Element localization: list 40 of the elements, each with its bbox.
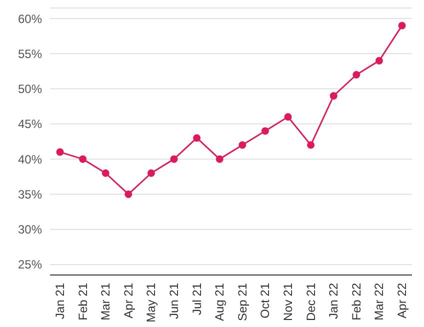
point	[193, 134, 201, 142]
point	[102, 169, 110, 177]
x-tick-label: Aug 21	[212, 282, 227, 322]
point	[216, 155, 224, 163]
point	[124, 190, 132, 198]
y-tick-label: 50%	[18, 82, 42, 96]
y-tick-label: 60%	[18, 12, 42, 26]
y-tick-label: 25%	[18, 258, 42, 272]
x-tick-label: Mar 21	[98, 282, 113, 320]
point	[79, 155, 87, 163]
point	[261, 127, 269, 135]
y-tick-label: 55%	[18, 46, 42, 61]
x-tick-label: Feb 22	[349, 282, 364, 320]
x-tick-label: Jun 21	[167, 282, 181, 320]
x-tick-label: Oct 21	[258, 282, 272, 318]
y-tick-label: 30%	[18, 222, 42, 237]
y-tick-label: 35%	[18, 187, 42, 202]
x-tick-label: May 21	[144, 282, 158, 322]
point	[147, 169, 155, 177]
point	[307, 141, 315, 149]
x-tick-label: Jul 21	[190, 282, 204, 316]
x-tick-label: Dec 21	[304, 282, 318, 322]
y-tick-label: 40%	[18, 152, 42, 166]
x-tick-label: Apr 21	[121, 282, 136, 318]
point	[284, 113, 292, 121]
point	[56, 148, 64, 156]
x-tick-label: Jan 21	[53, 282, 67, 320]
y-tick-label: 45%	[18, 117, 42, 132]
point	[170, 155, 178, 163]
x-tick-label: Feb 21	[76, 282, 90, 320]
x-tick-label: Sep 21	[235, 282, 250, 322]
point	[238, 141, 246, 149]
x-tick-label: Nov 21	[281, 282, 295, 322]
x-tick-label: Jan 22	[326, 282, 341, 320]
point	[375, 56, 383, 64]
point	[352, 71, 360, 78]
point	[398, 22, 406, 30]
x-tick-label: Apr 22	[395, 282, 409, 318]
point	[330, 92, 338, 100]
x-tick-label: Mar 22	[372, 282, 386, 320]
